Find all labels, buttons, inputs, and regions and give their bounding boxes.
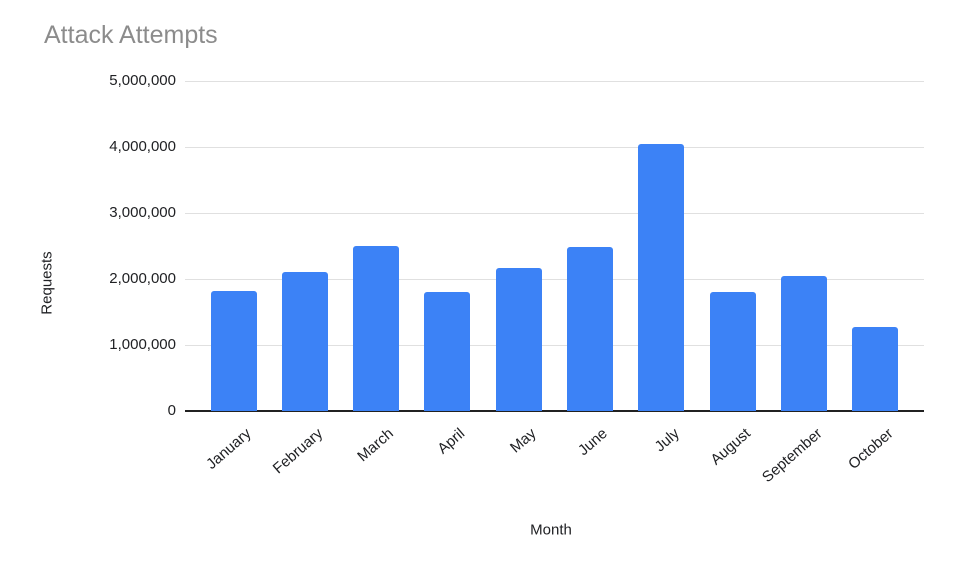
x-tick-september: September [758, 425, 826, 486]
x-tick-january: January [203, 425, 255, 473]
y-tick-label: 0 [167, 402, 176, 419]
x-tick-march: March [354, 425, 398, 466]
bar-march[interactable] [353, 246, 400, 411]
bar-february[interactable] [281, 271, 328, 411]
x-tick-february: February [269, 425, 326, 478]
gridline [185, 278, 924, 280]
x-tick-july: July [651, 425, 683, 456]
gridline [185, 80, 924, 82]
x-tick-april: April [434, 425, 469, 458]
gridline [185, 212, 924, 214]
x-tick-august: August [707, 425, 754, 469]
y-tick-label: 3,000,000 [109, 204, 176, 221]
y-tick-label: 4,000,000 [109, 138, 176, 155]
bar-january[interactable] [210, 290, 257, 411]
gridline [185, 344, 924, 346]
x-tick-may: May [507, 425, 540, 457]
bar-july[interactable] [638, 143, 685, 411]
bar-october[interactable] [852, 327, 899, 411]
x-axis-line [185, 410, 924, 412]
bar-june[interactable] [567, 246, 613, 411]
y-tick-label: 1,000,000 [109, 336, 176, 353]
gridline [185, 146, 924, 148]
bar-may[interactable] [495, 267, 542, 411]
x-axis-title: Month [530, 521, 572, 539]
y-tick-label: 5,000,000 [109, 72, 176, 89]
bar-september[interactable] [780, 276, 827, 411]
chart-title: Attack Attempts [44, 21, 218, 49]
bar-august[interactable] [709, 292, 756, 411]
y-tick-label: 2,000,000 [109, 270, 176, 287]
bar-april[interactable] [424, 292, 471, 411]
x-tick-june: June [575, 425, 612, 460]
x-tick-october: October [844, 425, 897, 473]
